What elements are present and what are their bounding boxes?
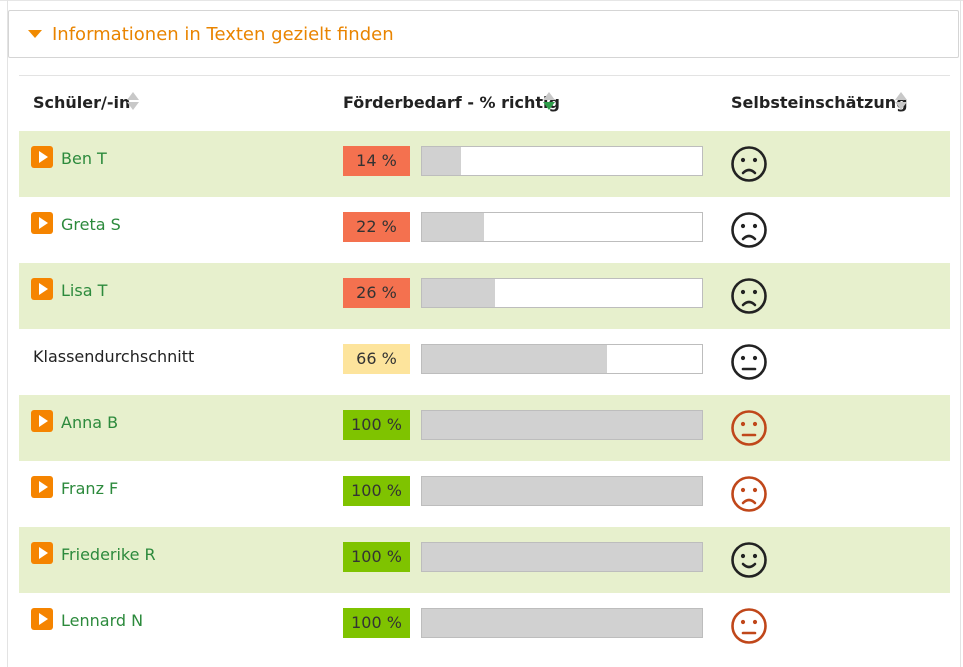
accordion-header[interactable]: Informationen in Texten gezielt finden	[8, 10, 959, 58]
header-divider	[19, 75, 950, 76]
student-name-link[interactable]: Lennard N	[61, 611, 144, 630]
progress-bar	[421, 410, 703, 440]
progress-bar	[421, 542, 703, 572]
neutral-face-icon	[731, 410, 767, 446]
progress-bar	[421, 476, 703, 506]
play-icon[interactable]	[31, 146, 53, 168]
sort-icon-need[interactable]	[543, 92, 555, 110]
student-name-link[interactable]: Lisa T	[61, 281, 108, 300]
progress-bar-fill	[422, 477, 702, 505]
play-icon[interactable]	[31, 278, 53, 300]
student-name-link[interactable]: Franz F	[61, 479, 119, 498]
progress-bar	[421, 146, 703, 176]
play-icon[interactable]	[31, 410, 53, 432]
progress-bar	[421, 212, 703, 242]
student-name-link[interactable]: Ben T	[61, 149, 107, 168]
progress-bar-fill	[422, 345, 607, 373]
percent-badge: 22 %	[343, 212, 410, 242]
neutral-face-icon	[731, 344, 767, 380]
column-header-need[interactable]: Förderbedarf - % richtig	[343, 93, 560, 112]
progress-bar-fill	[422, 609, 702, 637]
table-row: Greta S 22 %	[19, 197, 950, 263]
table-row: Klassendurchschnitt 66 %	[19, 329, 950, 395]
sort-icon-self-assessment[interactable]	[895, 92, 907, 110]
percent-badge: 100 %	[343, 608, 410, 638]
progress-bar	[421, 344, 703, 374]
class-average-label: Klassendurchschnitt	[33, 347, 195, 366]
play-icon[interactable]	[31, 608, 53, 630]
percent-badge: 100 %	[343, 476, 410, 506]
sort-icon-student[interactable]	[127, 92, 139, 110]
progress-bar-fill	[422, 543, 702, 571]
progress-bar-fill	[422, 147, 462, 175]
table-row: Friederike R 100 %	[19, 527, 950, 593]
outer-right-border	[960, 0, 961, 667]
student-name-link[interactable]: Anna B	[61, 413, 119, 432]
table-row: Anna B 100 %	[19, 395, 950, 461]
table-row: Ben T 14 %	[19, 131, 950, 197]
play-icon[interactable]	[31, 476, 53, 498]
table-row: Lisa T 26 %	[19, 263, 950, 329]
outer-top-border	[0, 0, 963, 1]
sad-face-icon	[731, 146, 767, 182]
student-name-link[interactable]: Friederike R	[61, 545, 156, 564]
progress-bar-fill	[422, 411, 702, 439]
outer-left-border	[7, 0, 8, 667]
column-header-self-assessment[interactable]: Selbsteinschätzung	[731, 93, 908, 112]
table-row: Franz F 100 %	[19, 461, 950, 527]
progress-bar-fill	[422, 213, 484, 241]
sad-face-icon	[731, 212, 767, 248]
percent-badge: 100 %	[343, 410, 410, 440]
progress-bar-fill	[422, 279, 495, 307]
student-name-link[interactable]: Greta S	[61, 215, 121, 234]
neutral-face-icon	[731, 608, 767, 644]
percent-badge: 14 %	[343, 146, 410, 176]
happy-face-icon	[731, 542, 767, 578]
progress-bar	[421, 608, 703, 638]
percent-badge: 66 %	[343, 344, 410, 374]
sad-face-icon	[731, 476, 767, 512]
accordion-title[interactable]: Informationen in Texten gezielt finden	[52, 24, 394, 45]
progress-bar	[421, 278, 703, 308]
percent-badge: 100 %	[343, 542, 410, 572]
percent-badge: 26 %	[343, 278, 410, 308]
play-icon[interactable]	[31, 212, 53, 234]
play-icon[interactable]	[31, 542, 53, 564]
sad-face-icon	[731, 278, 767, 314]
table-row: Lennard N 100 %	[19, 593, 950, 659]
column-header-student[interactable]: Schüler/-in	[33, 93, 131, 112]
caret-down-icon[interactable]	[28, 30, 42, 38]
